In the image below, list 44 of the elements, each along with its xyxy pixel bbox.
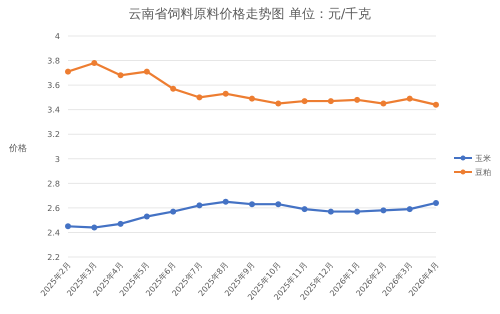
point: [249, 96, 255, 102]
point: [354, 96, 360, 103]
point: [222, 198, 229, 205]
y-tick-label: 3.4: [47, 106, 60, 115]
point: [118, 72, 124, 78]
point: [354, 208, 360, 215]
y-tick-label: 2.8: [47, 179, 60, 188]
point: [302, 206, 308, 212]
point: [222, 90, 229, 97]
y-tick-label: 2.4: [47, 228, 60, 238]
point: [380, 207, 386, 214]
y-tick-label: 3.6: [47, 81, 60, 90]
point: [196, 202, 202, 208]
y-tick-label: 2.2: [47, 253, 60, 262]
point: [406, 206, 413, 212]
legend-label: 豆粕: [475, 168, 491, 177]
point: [302, 98, 308, 104]
y-axis-title: 价格: [8, 143, 27, 154]
y-tick-label: 3.2: [47, 130, 60, 140]
point: [196, 94, 202, 100]
point: [65, 68, 71, 75]
point: [433, 200, 439, 206]
point: [144, 68, 150, 75]
point: [328, 98, 334, 104]
point: [249, 201, 255, 208]
point: [275, 201, 282, 208]
point: [433, 102, 439, 108]
point: [65, 223, 71, 230]
chart-title: 云南省饲料原料价格走势图 单位：元/千克: [128, 7, 372, 22]
point: [118, 220, 124, 227]
point: [144, 213, 150, 220]
legend-label: 玉米: [475, 154, 491, 163]
y-tick-label: 4: [54, 32, 60, 41]
y-tick-label: 2.6: [47, 204, 60, 213]
point: [406, 96, 413, 102]
point: [170, 208, 176, 215]
y-tick-label: 3.8: [47, 56, 60, 66]
point: [380, 100, 386, 107]
point: [275, 100, 282, 107]
point: [91, 60, 98, 66]
point: [170, 86, 176, 92]
y-tick-label: 3: [54, 154, 60, 164]
point: [328, 208, 334, 215]
point: [91, 224, 98, 231]
